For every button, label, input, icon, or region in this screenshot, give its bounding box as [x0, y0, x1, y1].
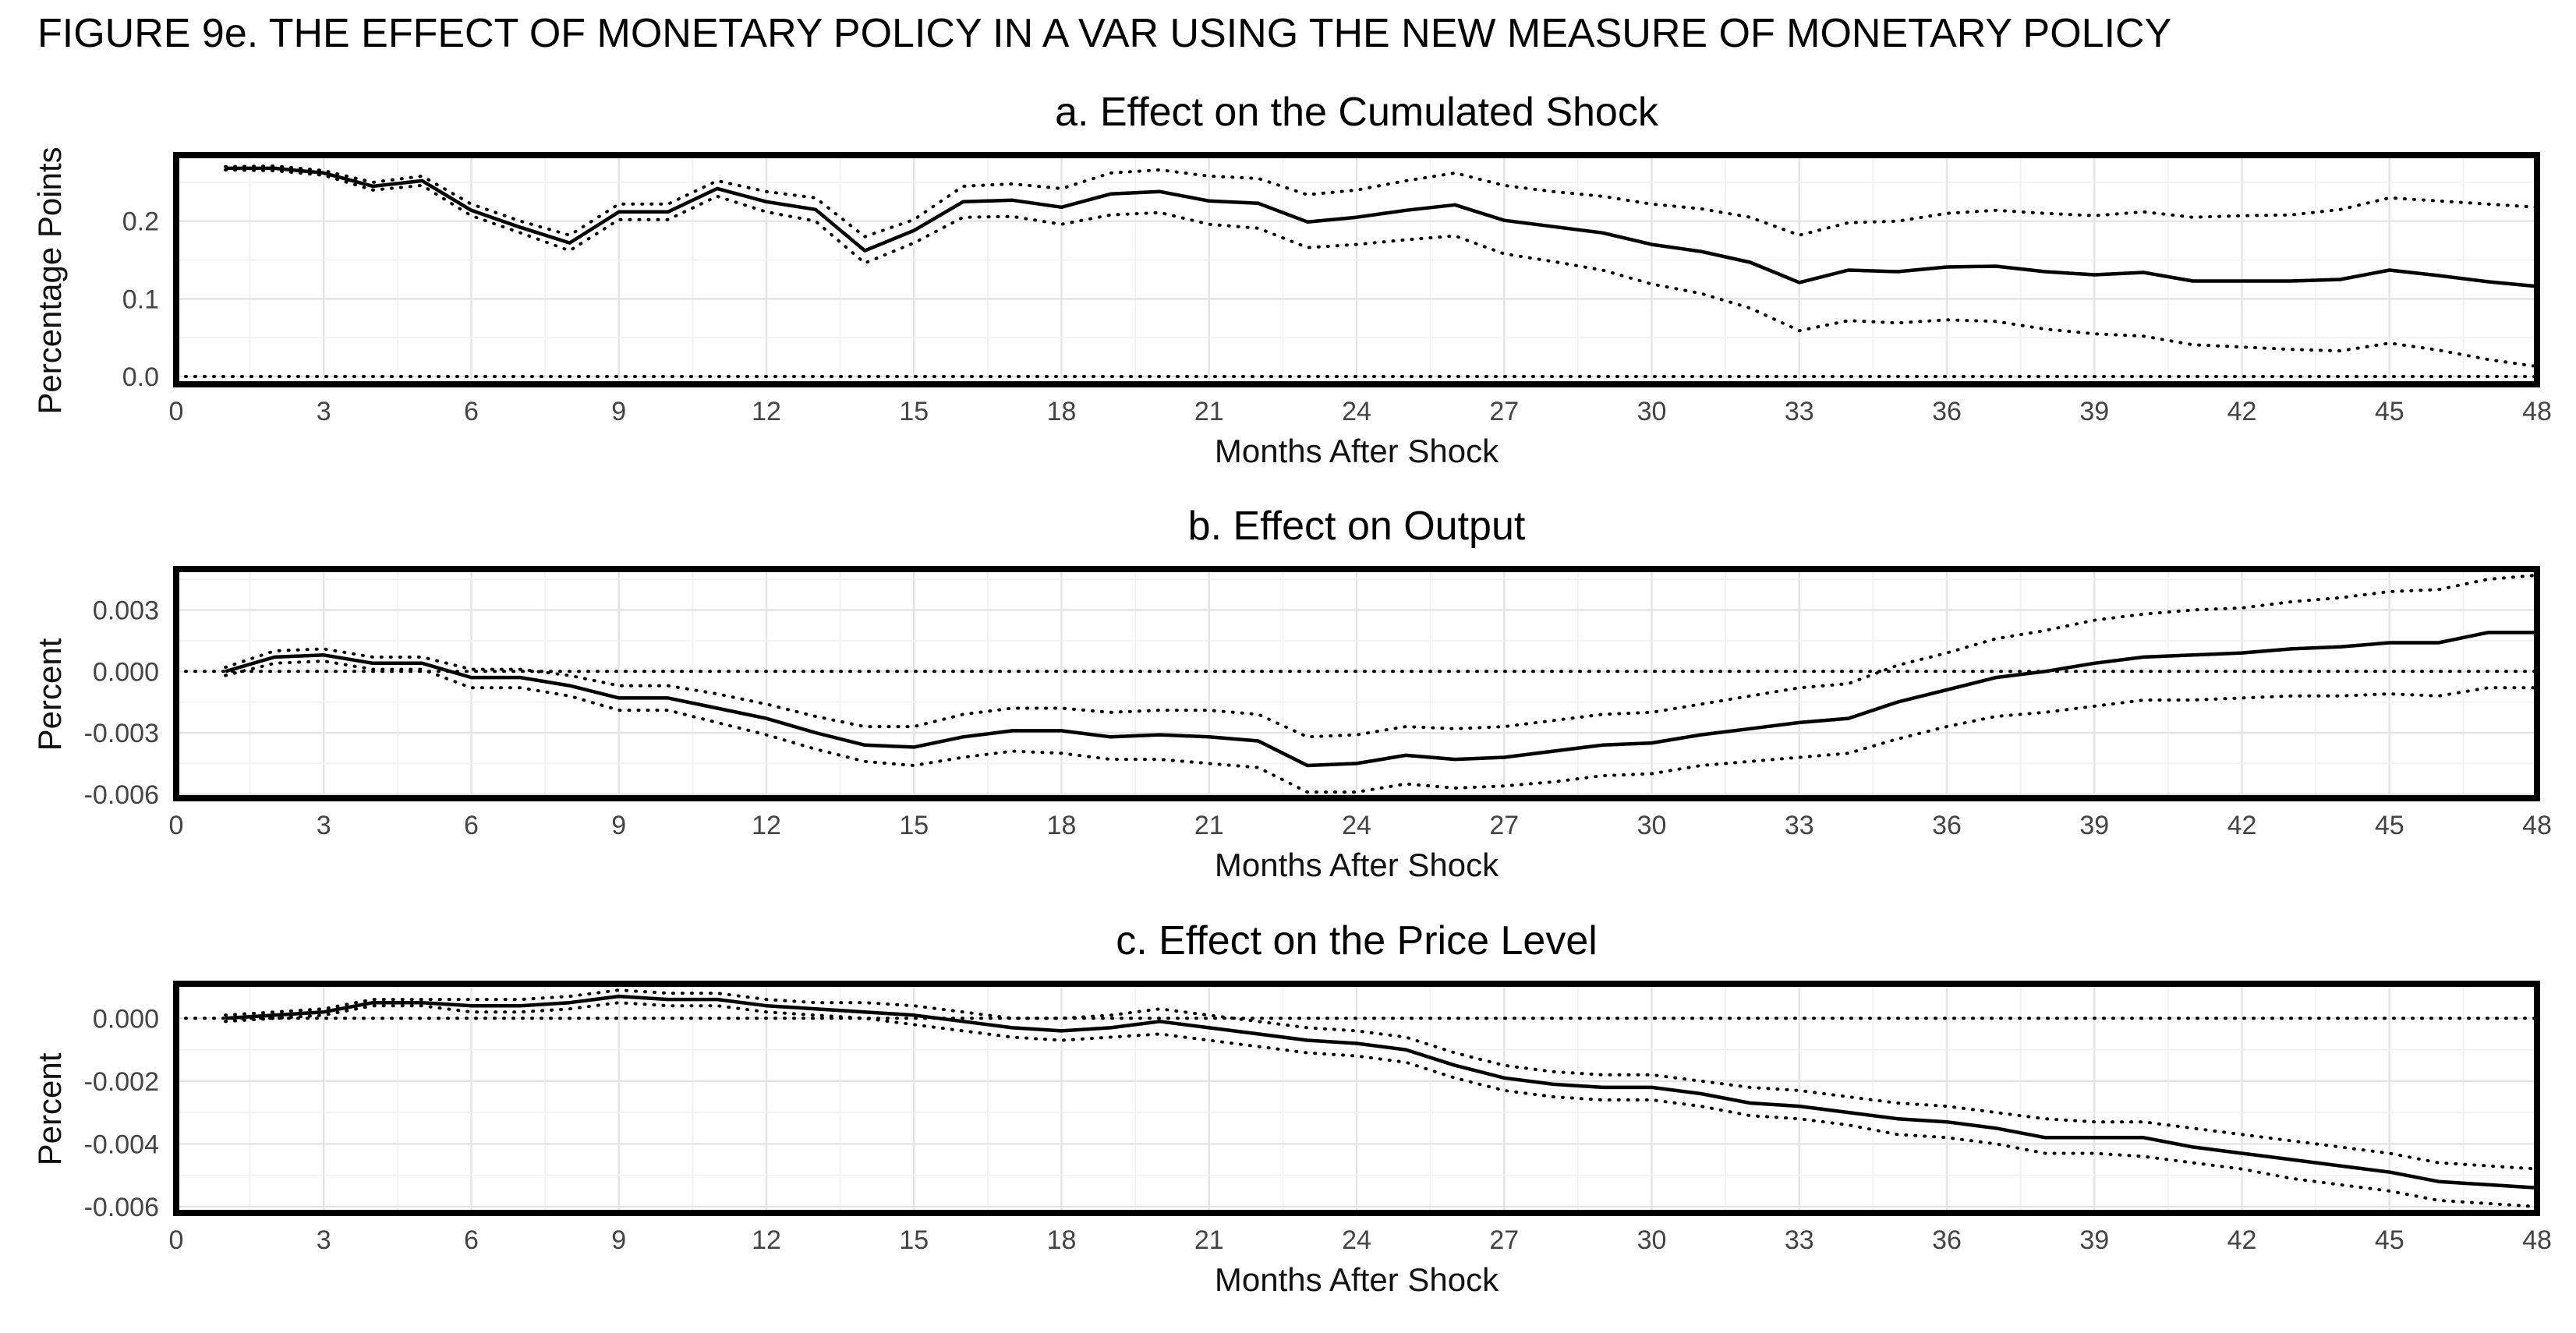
series-line-lower-band — [224, 168, 2539, 369]
x-tick-label: 9 — [611, 397, 626, 426]
grid — [175, 155, 2539, 384]
x-tick-label: 39 — [2079, 811, 2109, 840]
x-tick-label: 45 — [2375, 397, 2404, 426]
plot-frame — [173, 152, 2540, 387]
x-tick-label: 33 — [1785, 397, 1814, 426]
figure-title: FIGURE 9e. THE EFFECT OF MONETARY POLICY… — [37, 11, 2171, 56]
x-tick-label: 45 — [2375, 811, 2404, 840]
series-line-estimate — [225, 166, 2538, 288]
y-tick-label: 0.1 — [122, 285, 159, 314]
y-axis-label: Percentage Points — [31, 147, 68, 414]
x-tick-label: 15 — [899, 1225, 929, 1255]
x-tick-label: 27 — [1489, 811, 1519, 840]
x-axis-label: Months After Shock — [1215, 433, 1499, 469]
x-tick-label: 18 — [1047, 811, 1077, 840]
x-tick-label: 21 — [1194, 397, 1224, 426]
x-tick-label: 6 — [464, 1225, 479, 1255]
x-tick-label: 42 — [2227, 811, 2257, 840]
y-tick-label: -0.004 — [84, 1130, 159, 1159]
x-tick-label: 30 — [1637, 397, 1667, 426]
x-tick-label: 0 — [169, 1225, 184, 1255]
x-tick-label: 18 — [1047, 397, 1077, 426]
series-line-lower-band — [224, 1001, 2539, 1208]
x-axis-label: Months After Shock — [1215, 1261, 1499, 1298]
x-tick-label: 12 — [752, 811, 781, 840]
y-tick-label: 0.000 — [93, 657, 159, 687]
panel-title: a. Effect on the Cumulated Shock — [1055, 90, 1659, 135]
x-tick-label: 9 — [611, 811, 626, 840]
y-tick-label: -0.003 — [84, 719, 159, 748]
series-line-upper-band — [224, 988, 2539, 1171]
x-tick-label: 48 — [2522, 1225, 2552, 1255]
x-tick-label: 18 — [1047, 1225, 1077, 1255]
x-tick-label: 6 — [464, 397, 479, 426]
y-tick-label: -0.006 — [84, 780, 159, 810]
y-tick-label: 0.003 — [93, 596, 159, 626]
x-tick-label: 21 — [1194, 1225, 1224, 1255]
x-axis-label: Months After Shock — [1215, 847, 1499, 883]
x-tick-label: 12 — [752, 397, 781, 426]
y-axis-label: Percent — [31, 638, 68, 751]
x-tick-label: 9 — [611, 1225, 626, 1255]
x-tick-label: 3 — [317, 397, 331, 426]
x-tick-label: 15 — [899, 397, 929, 426]
x-tick-label: 42 — [2227, 1225, 2257, 1255]
plot-frame — [173, 566, 2540, 801]
y-tick-label: 0.2 — [122, 207, 159, 237]
x-tick-label: 3 — [317, 811, 331, 840]
y-tick-label: 0.0 — [122, 362, 159, 392]
x-tick-label: 24 — [1342, 811, 1371, 840]
x-tick-label: 48 — [2522, 811, 2552, 840]
x-tick-label: 24 — [1342, 397, 1371, 426]
grid — [175, 984, 2539, 1213]
x-tick-label: 45 — [2375, 1225, 2404, 1255]
x-tick-label: 15 — [899, 811, 929, 840]
y-tick-label: 0.000 — [93, 1004, 159, 1034]
series-line-upper-band — [224, 164, 2539, 239]
x-tick-label: 0 — [169, 397, 184, 426]
x-tick-label: 36 — [1932, 1225, 1962, 1255]
x-tick-label: 33 — [1785, 1225, 1814, 1255]
x-tick-label: 0 — [169, 811, 184, 840]
x-tick-label: 42 — [2227, 397, 2257, 426]
series-line-upper-band — [224, 573, 2539, 739]
x-tick-label: 33 — [1785, 811, 1814, 840]
x-tick-label: 39 — [2079, 397, 2109, 426]
x-tick-label: 6 — [464, 811, 479, 840]
series-line-estimate — [225, 994, 2538, 1190]
panel-title: b. Effect on Output — [1188, 504, 1526, 549]
y-tick-label: -0.006 — [84, 1193, 159, 1222]
x-tick-label: 24 — [1342, 1225, 1371, 1255]
x-tick-label: 36 — [1932, 811, 1962, 840]
x-tick-label: 30 — [1637, 811, 1667, 840]
y-tick-label: -0.002 — [84, 1067, 159, 1097]
series-line-lower-band — [224, 659, 2539, 794]
x-tick-label: 3 — [317, 1225, 331, 1255]
panel-title: c. Effect on the Price Level — [1116, 918, 1598, 964]
x-tick-label: 12 — [752, 1225, 781, 1255]
x-tick-label: 30 — [1637, 1225, 1667, 1255]
x-tick-label: 36 — [1932, 397, 1962, 426]
x-tick-label: 21 — [1194, 811, 1224, 840]
x-tick-label: 27 — [1489, 397, 1519, 426]
x-tick-label: 27 — [1489, 1225, 1519, 1255]
y-axis-label: Percent — [31, 1052, 68, 1165]
x-tick-label: 39 — [2079, 1225, 2109, 1255]
plot-frame — [173, 981, 2540, 1216]
x-tick-label: 48 — [2522, 397, 2552, 426]
series-line-estimate — [225, 631, 2537, 768]
